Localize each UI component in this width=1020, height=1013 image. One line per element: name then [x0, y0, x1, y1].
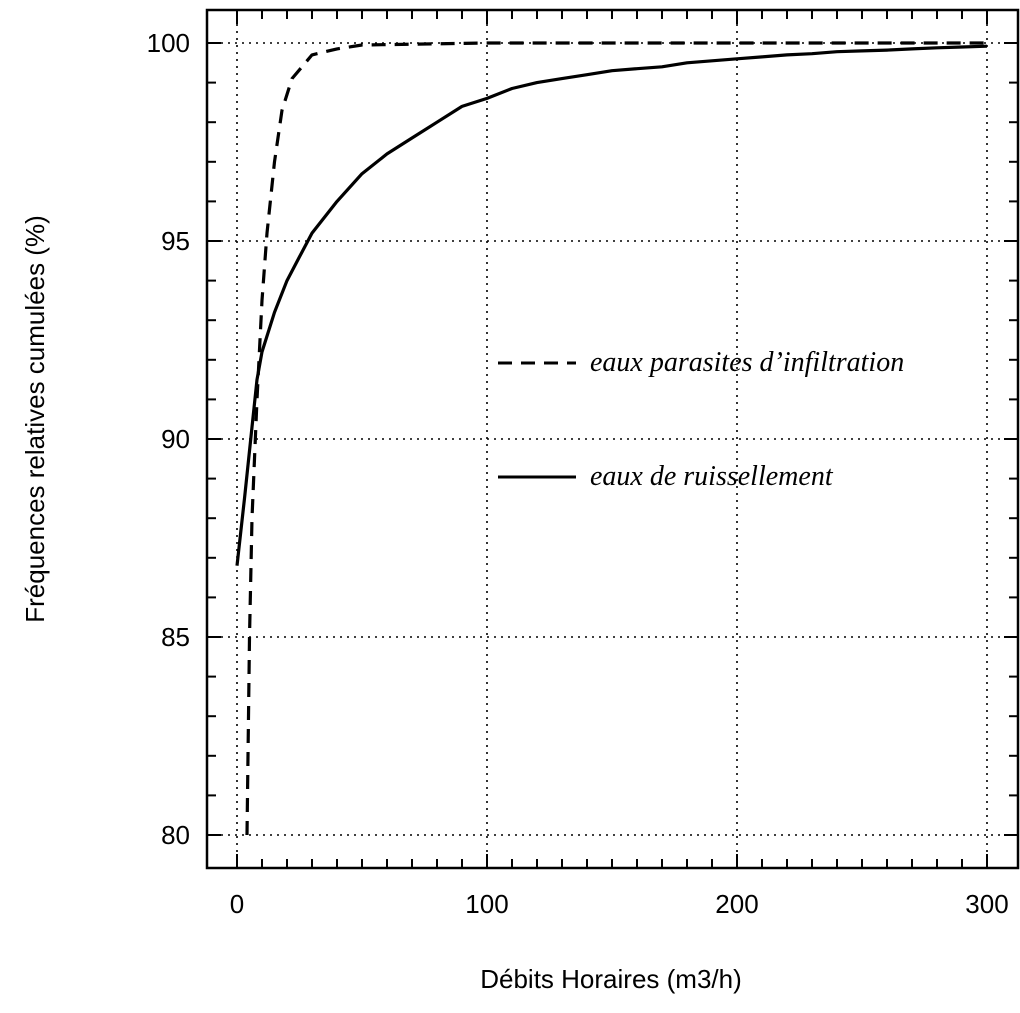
plot-frame — [205, 8, 1020, 870]
legend-label-infiltration: eaux parasites d’infiltration — [590, 347, 904, 378]
series-layer — [235, 41, 988, 836]
x-tick-label: 100 — [465, 889, 508, 919]
y-tick-label: 80 — [161, 820, 190, 850]
x-axis-title: Débits Horaires (m3/h) — [480, 964, 742, 994]
series-line-infiltration — [245, 41, 987, 836]
x-tick-label: 0 — [230, 889, 244, 919]
grid — [207, 10, 1018, 868]
legend: eaux parasites d’infiltration eaux de ru… — [498, 347, 904, 492]
axis-ticks — [207, 10, 1018, 868]
x-tick-label: 300 — [965, 889, 1008, 919]
y-tick-label: 85 — [161, 622, 190, 652]
x-tick-label: 200 — [715, 889, 758, 919]
tick-labels: 0 100 200 300 80 85 90 95 100 — [147, 28, 1009, 919]
y-tick-label: 100 — [147, 28, 190, 58]
y-tick-label: 95 — [161, 226, 190, 256]
series-line-runoff — [235, 44, 988, 566]
y-tick-label: 90 — [161, 424, 190, 454]
y-axis-title: Fréquences relatives cumulées (%) — [20, 215, 50, 623]
legend-label-runoff: eaux de ruissellement — [590, 461, 834, 492]
